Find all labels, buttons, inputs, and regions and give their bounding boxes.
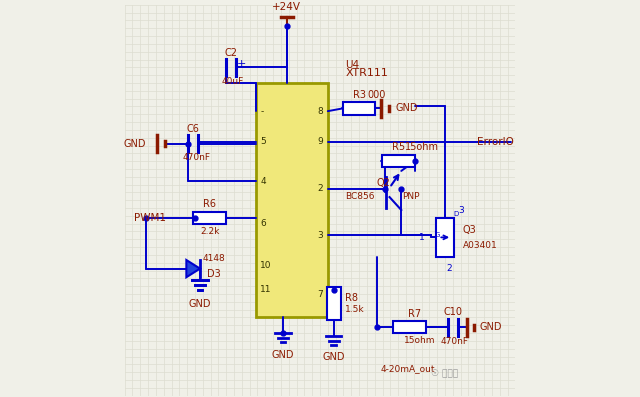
Text: GND: GND (272, 350, 294, 360)
Text: R8: R8 (346, 293, 358, 303)
Text: 3: 3 (317, 231, 323, 240)
Text: 470nF: 470nF (183, 153, 211, 162)
Text: 8: 8 (317, 107, 323, 116)
Bar (381, 155, 415, 168)
Text: 4-20mA_out: 4-20mA_out (381, 364, 435, 373)
Text: GND: GND (124, 139, 146, 148)
Text: 9: 9 (317, 137, 323, 146)
Bar (193, 212, 226, 224)
Text: 10: 10 (260, 261, 272, 270)
Text: -: - (260, 107, 264, 116)
Text: R3: R3 (353, 90, 366, 100)
Text: +24V: +24V (272, 2, 301, 12)
Text: BC856: BC856 (346, 192, 375, 201)
Text: 11: 11 (260, 285, 272, 294)
Text: ☉ 电气圈: ☉ 电气圈 (431, 370, 459, 379)
Text: R6: R6 (204, 199, 216, 209)
Text: Q2: Q2 (377, 177, 390, 188)
Text: D3: D3 (207, 270, 221, 279)
Text: U4: U4 (346, 60, 360, 70)
Text: XTR111: XTR111 (346, 68, 388, 78)
Text: GND: GND (323, 352, 345, 362)
Bar (436, 218, 454, 257)
Text: C2: C2 (225, 48, 237, 58)
Text: Q3: Q3 (463, 225, 476, 235)
Text: PNP: PNP (402, 192, 420, 201)
Bar (342, 102, 376, 115)
Text: R5: R5 (392, 143, 405, 152)
Text: 000: 000 (367, 90, 386, 100)
Text: 40uF: 40uF (221, 77, 244, 86)
Text: 1.5k: 1.5k (346, 305, 365, 314)
Text: 7: 7 (317, 289, 323, 299)
Text: PWM1: PWM1 (134, 213, 166, 223)
Text: GND: GND (395, 103, 417, 114)
Bar (394, 321, 426, 333)
Text: A03401: A03401 (463, 241, 497, 250)
Text: 2.2k: 2.2k (200, 227, 220, 236)
Text: 1: 1 (419, 233, 424, 242)
Text: 3: 3 (458, 206, 463, 214)
Text: 4: 4 (260, 177, 266, 186)
Text: 5: 5 (260, 137, 266, 146)
Text: GND: GND (189, 299, 211, 309)
Text: 2: 2 (317, 184, 323, 193)
Text: 4148: 4148 (202, 254, 225, 263)
Text: D: D (453, 211, 459, 217)
Polygon shape (186, 260, 200, 277)
Text: 470nF: 470nF (441, 337, 469, 346)
Text: C10: C10 (444, 307, 462, 317)
Text: 2: 2 (446, 264, 452, 273)
Text: G: G (434, 232, 440, 239)
Text: 15ohm: 15ohm (404, 336, 435, 345)
Text: +: + (237, 59, 246, 69)
Text: 15ohm: 15ohm (405, 143, 439, 152)
Text: C6: C6 (187, 124, 200, 134)
Text: ErrorIO: ErrorIO (477, 137, 513, 146)
Text: GND: GND (479, 322, 502, 332)
Text: R7: R7 (408, 308, 421, 318)
Text: 6: 6 (260, 219, 266, 228)
Bar (255, 83, 328, 318)
Bar (326, 287, 340, 320)
